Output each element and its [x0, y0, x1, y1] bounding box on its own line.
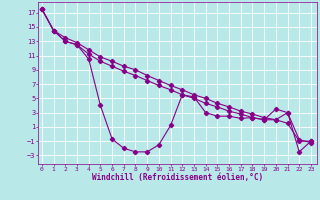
X-axis label: Windchill (Refroidissement éolien,°C): Windchill (Refroidissement éolien,°C) — [92, 173, 263, 182]
